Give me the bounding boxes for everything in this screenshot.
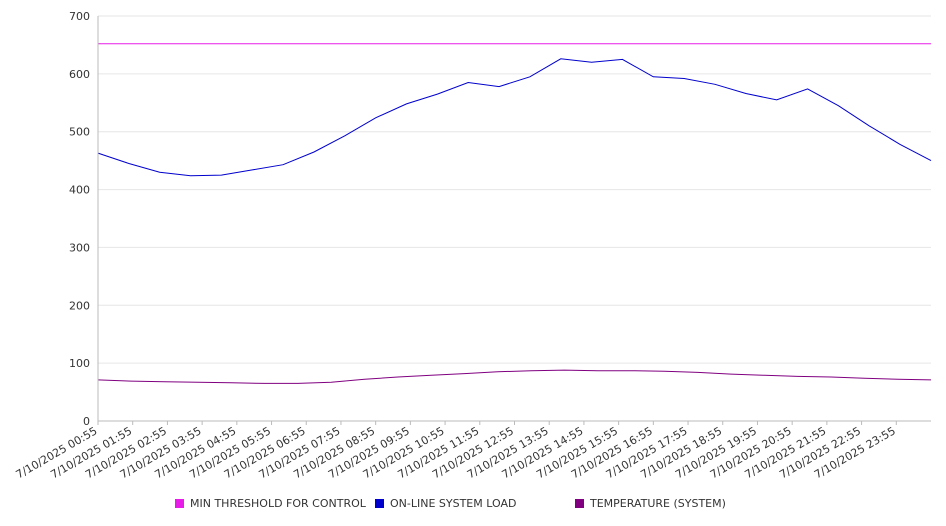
series-line-1: [97, 58, 932, 177]
y-tick-label: 200: [69, 299, 90, 312]
x-axis-ticks: 7/10/2025 00:557/10/2025 01:557/10/2025 …: [14, 421, 898, 481]
line-chart: 0 100 200 300 400 500 600 700 7/10/2025 00:557/…: [14, 10, 932, 481]
y-tick-label: 0: [83, 415, 90, 428]
y-tick-label: 300: [69, 241, 90, 254]
legend-swatch-temperature: [575, 499, 584, 508]
legend: MIN THRESHOLD FOR CONTROL ON-LINE SYSTEM…: [0, 497, 946, 515]
legend-label-system-load: ON-LINE SYSTEM LOAD: [390, 497, 517, 510]
legend-item-system-load[interactable]: ON-LINE SYSTEM LOAD: [375, 497, 516, 510]
legend-label-min-threshold: MIN THRESHOLD FOR CONTROL: [190, 497, 366, 510]
y-tick-label: 600: [69, 68, 90, 81]
legend-item-min-threshold[interactable]: MIN THRESHOLD FOR CONTROL: [175, 497, 366, 510]
grid-lines: [98, 15, 931, 422]
y-tick-label: 100: [69, 357, 90, 370]
legend-label-temperature: TEMPERATURE (SYSTEM): [590, 497, 726, 510]
y-tick-label: 500: [69, 126, 90, 139]
y-tick-label: 400: [69, 184, 90, 197]
y-tick-label: 700: [69, 10, 90, 23]
legend-item-temperature[interactable]: TEMPERATURE (SYSTEM): [575, 497, 726, 510]
series-line-2: [97, 369, 932, 384]
legend-swatch-min-threshold: [175, 499, 184, 508]
legend-swatch-system-load: [375, 499, 384, 508]
y-axis-ticks: 0 100 200 300 400 500 600 700: [69, 10, 90, 428]
series-lines: [97, 43, 932, 384]
